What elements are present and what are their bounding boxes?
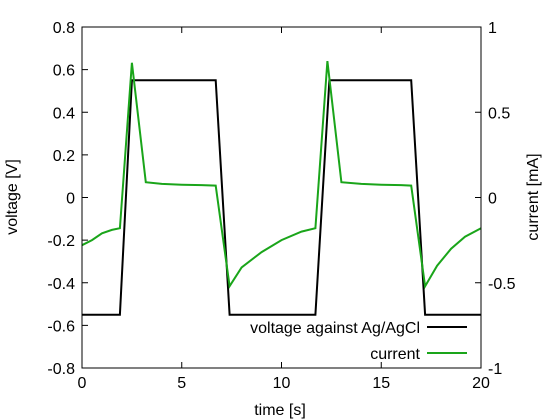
- x-tick-label: 20: [472, 375, 490, 392]
- y-left-tick-label: 0.2: [53, 148, 75, 165]
- series-line-current: [81, 60, 482, 290]
- legend-label: current: [370, 346, 420, 363]
- y-left-tick-label: 0.6: [53, 63, 75, 80]
- y-left-tick-label: 0.4: [53, 105, 75, 122]
- legend: voltage against Ag/AgCl current: [250, 320, 467, 363]
- y-right-tick-label: 0: [488, 191, 497, 208]
- legend-label: voltage against Ag/AgCl: [250, 320, 420, 337]
- axis-labels: time [s] voltage [V] current [mA]: [4, 153, 542, 419]
- plot-frame: [81, 26, 482, 369]
- y-left-tick-label: -0.2: [47, 233, 75, 250]
- y-left-tick-label: -0.8: [47, 361, 75, 378]
- series-line-voltage: [82, 79, 481, 316]
- y-right-tick-label: 0.5: [488, 105, 510, 122]
- x-tick-label: 10: [273, 375, 291, 392]
- y-right-tick-label: -0.5: [488, 276, 516, 293]
- x-tick-label: 15: [372, 375, 390, 392]
- x-axis-title: time [s]: [254, 402, 306, 419]
- x-tick-label: 0: [78, 375, 87, 392]
- y-axis-title-left: voltage [V]: [4, 159, 21, 235]
- x-tick-label: 5: [177, 375, 186, 392]
- y-left-tick-label: -0.4: [47, 276, 75, 293]
- y-left-tick-label: -0.6: [47, 318, 75, 335]
- y-axis-title-right: current [mA]: [525, 153, 542, 240]
- y-left-tick-label: 0: [66, 191, 75, 208]
- plot-area: [81, 60, 482, 316]
- y-left-tick-label: 0.8: [53, 20, 75, 37]
- y-right-tick-label: 1: [488, 20, 497, 37]
- y-right-tick-label: -1: [488, 361, 502, 378]
- axes: 0 5 10 15 20-0.8-0.6-0.4-0.200.20.40.60.8-1-…: [47, 20, 515, 392]
